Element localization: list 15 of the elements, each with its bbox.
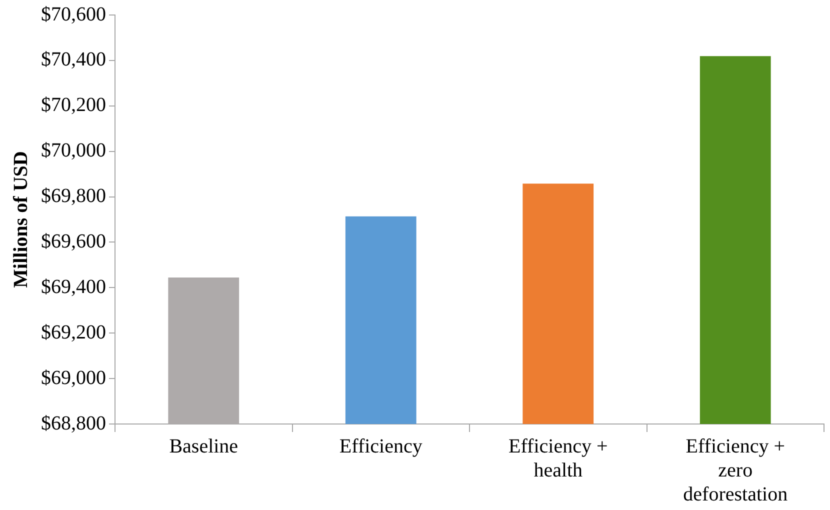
- y-tick-label: $70,000: [41, 140, 106, 162]
- y-tick-label: $70,600: [41, 3, 106, 26]
- y-axis-title: Millions of USD: [10, 151, 32, 288]
- x-tick-label: Efficiency: [339, 435, 422, 458]
- x-tick-label: Efficiency + health: [508, 435, 608, 482]
- x-tick-label: Baseline: [169, 435, 238, 458]
- x-tick-label: Efficiency + zero deforestation: [683, 435, 788, 506]
- y-tick-label: $68,800: [41, 412, 106, 434]
- y-tick-label: $69,000: [41, 366, 106, 389]
- y-tick-label: $69,600: [41, 230, 106, 252]
- y-tick-label: $70,400: [41, 48, 106, 71]
- y-tick-label: $69,800: [41, 185, 106, 208]
- y-tick-label: $70,200: [41, 94, 106, 116]
- y-tick-label: $69,200: [41, 321, 106, 344]
- y-tick-label: $69,400: [41, 276, 106, 298]
